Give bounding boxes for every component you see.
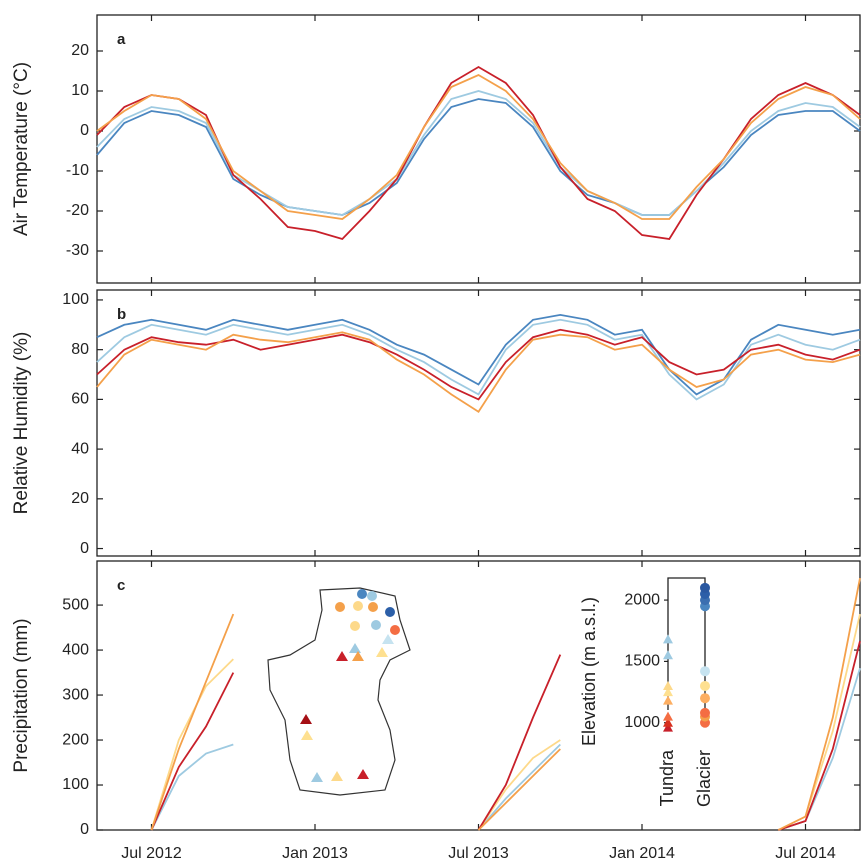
y-tick-label: 80	[71, 341, 89, 358]
y-tick-label: 400	[62, 641, 89, 658]
map-outline	[267, 587, 411, 796]
y-tick-label: 300	[62, 686, 89, 703]
elevation-point	[700, 680, 710, 691]
elevation-point	[700, 693, 710, 704]
y-tick-label: 0	[80, 540, 89, 557]
panel-label: b	[117, 306, 126, 323]
map-site	[336, 651, 348, 661]
y-axis-title: Relative Humidity (%)	[11, 332, 32, 515]
map-site	[331, 771, 343, 781]
y-tick-label: 40	[71, 440, 89, 457]
elevation-point	[663, 695, 673, 705]
y-tick-label: 20	[71, 490, 89, 507]
elevation-point	[663, 717, 673, 727]
map-site	[390, 625, 400, 635]
category-label: Glacier	[694, 750, 714, 807]
series-line	[96, 328, 861, 401]
x-tick-label: Jul 2014	[775, 845, 836, 862]
y-tick-label: 0	[80, 122, 89, 139]
series-line	[96, 73, 861, 220]
series-line	[96, 98, 861, 216]
elevation-point	[663, 722, 673, 732]
y-tick-label: 60	[71, 391, 89, 408]
elevation-point	[663, 687, 673, 697]
y-tick-label: 2000	[624, 591, 660, 608]
y-tick-label: -10	[66, 162, 89, 179]
map-site	[368, 602, 378, 612]
y-tick-label: 500	[62, 596, 89, 613]
panel-label: c	[117, 577, 125, 594]
series-line	[150, 577, 861, 831]
series-line	[96, 90, 861, 216]
plot-frame	[96, 289, 861, 557]
study-map	[267, 587, 411, 796]
map-site	[335, 602, 345, 612]
y-tick-label: -20	[66, 202, 89, 219]
map-site	[382, 634, 394, 644]
y-tick-label: 0	[80, 821, 89, 838]
y-tick-label: 20	[71, 42, 89, 59]
series-line	[96, 65, 861, 241]
map-site	[357, 589, 367, 599]
series-line	[96, 313, 861, 396]
y-axis-title: Elevation (m a.s.l.)	[579, 597, 599, 746]
y-axis-title: Precipitation (mm)	[11, 618, 32, 772]
elevation-point	[663, 680, 673, 690]
y-tick-label: -30	[66, 242, 89, 259]
y-tick-label: 10	[71, 82, 89, 99]
plot-frame	[96, 560, 861, 831]
map-site	[349, 643, 361, 653]
elevation-point	[663, 634, 673, 644]
y-tick-label: 200	[62, 731, 89, 748]
y-tick-label: 1500	[624, 653, 660, 670]
map-site	[376, 647, 388, 657]
x-tick-label: Jan 2013	[282, 845, 348, 862]
series-line	[96, 331, 861, 414]
category-label: Tundra	[657, 749, 677, 806]
map-site	[300, 714, 312, 724]
elevation-point	[700, 666, 710, 677]
map-site	[357, 769, 369, 779]
y-tick-label: 100	[62, 776, 89, 793]
x-tick-label: Jul 2013	[448, 845, 509, 862]
map-site	[367, 591, 377, 601]
elevation-point	[663, 711, 673, 721]
elevation-point	[700, 582, 710, 593]
series-line	[150, 667, 861, 831]
y-tick-label: 100	[62, 291, 89, 308]
series-line	[150, 640, 861, 831]
elevation-point	[663, 650, 673, 660]
elevation-bracket	[667, 577, 706, 710]
panel-label: a	[117, 31, 126, 48]
map-site	[311, 772, 323, 782]
plot-frame	[96, 14, 861, 284]
map-site	[353, 601, 363, 611]
map-site	[371, 620, 381, 630]
x-tick-label: Jul 2012	[121, 845, 182, 862]
x-tick-label: Jan 2014	[609, 845, 675, 862]
y-tick-label: 1000	[624, 714, 660, 731]
map-site	[301, 730, 313, 740]
map-site	[350, 621, 360, 631]
map-site	[385, 607, 395, 617]
elevation-point	[700, 707, 710, 718]
y-axis-title: Air Temperature (°C)	[11, 62, 32, 236]
map-site	[352, 651, 364, 661]
